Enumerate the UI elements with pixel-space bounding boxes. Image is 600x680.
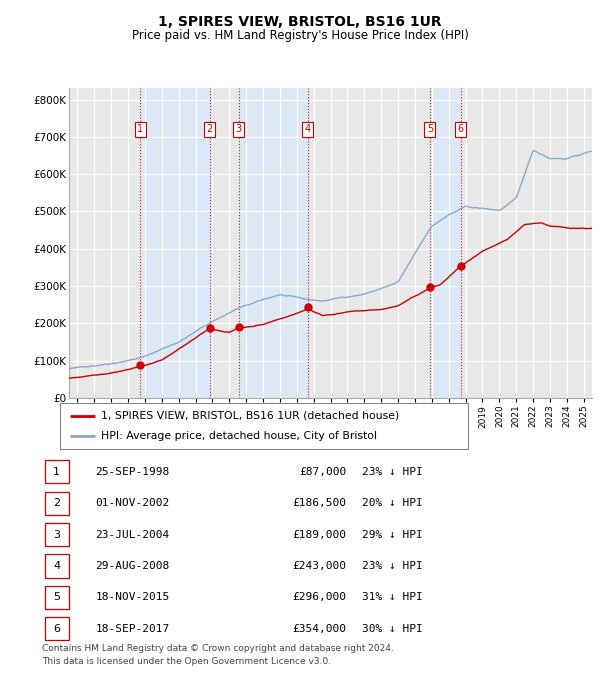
Bar	[44, 617, 69, 641]
Text: 30% ↓ HPI: 30% ↓ HPI	[362, 624, 423, 634]
Text: HPI: Average price, detached house, City of Bristol: HPI: Average price, detached house, City…	[101, 431, 377, 441]
Text: Contains HM Land Registry data © Crown copyright and database right 2024.: Contains HM Land Registry data © Crown c…	[42, 644, 394, 653]
Text: 1: 1	[137, 124, 143, 135]
Bar	[430, 88, 461, 398]
Text: 4: 4	[53, 561, 60, 571]
Text: 29-AUG-2008: 29-AUG-2008	[95, 561, 170, 571]
Text: 3: 3	[236, 124, 242, 135]
Text: Price paid vs. HM Land Registry's House Price Index (HPI): Price paid vs. HM Land Registry's House …	[131, 29, 469, 42]
Text: 18-NOV-2015: 18-NOV-2015	[95, 592, 170, 602]
Bar	[44, 492, 69, 515]
Text: 18-SEP-2017: 18-SEP-2017	[95, 624, 170, 634]
Text: £186,500: £186,500	[292, 498, 346, 508]
Bar	[44, 554, 69, 577]
Bar	[44, 460, 69, 483]
Text: 1, SPIRES VIEW, BRISTOL, BS16 1UR (detached house): 1, SPIRES VIEW, BRISTOL, BS16 1UR (detac…	[101, 411, 399, 420]
Text: £296,000: £296,000	[292, 592, 346, 602]
Text: 23% ↓ HPI: 23% ↓ HPI	[362, 467, 423, 477]
Text: 6: 6	[53, 624, 60, 634]
Text: £189,000: £189,000	[292, 530, 346, 540]
Text: 1: 1	[53, 467, 60, 477]
Bar	[44, 585, 69, 609]
Text: 5: 5	[427, 124, 433, 135]
Text: This data is licensed under the Open Government Licence v3.0.: This data is licensed under the Open Gov…	[42, 658, 331, 666]
Text: £354,000: £354,000	[292, 624, 346, 634]
Text: 23-JUL-2004: 23-JUL-2004	[95, 530, 170, 540]
Text: 3: 3	[53, 530, 60, 540]
Text: 01-NOV-2002: 01-NOV-2002	[95, 498, 170, 508]
Text: 2: 2	[206, 124, 213, 135]
Text: 20% ↓ HPI: 20% ↓ HPI	[362, 498, 423, 508]
Text: 25-SEP-1998: 25-SEP-1998	[95, 467, 170, 477]
Text: 6: 6	[458, 124, 464, 135]
Text: 4: 4	[305, 124, 311, 135]
Text: £243,000: £243,000	[292, 561, 346, 571]
Text: 29% ↓ HPI: 29% ↓ HPI	[362, 530, 423, 540]
Bar	[140, 88, 209, 398]
Text: 23% ↓ HPI: 23% ↓ HPI	[362, 561, 423, 571]
Bar	[239, 88, 308, 398]
Text: 1, SPIRES VIEW, BRISTOL, BS16 1UR: 1, SPIRES VIEW, BRISTOL, BS16 1UR	[158, 16, 442, 29]
Bar	[44, 523, 69, 546]
Text: 2: 2	[53, 498, 60, 508]
Text: £87,000: £87,000	[299, 467, 346, 477]
Text: 31% ↓ HPI: 31% ↓ HPI	[362, 592, 423, 602]
Text: 5: 5	[53, 592, 60, 602]
